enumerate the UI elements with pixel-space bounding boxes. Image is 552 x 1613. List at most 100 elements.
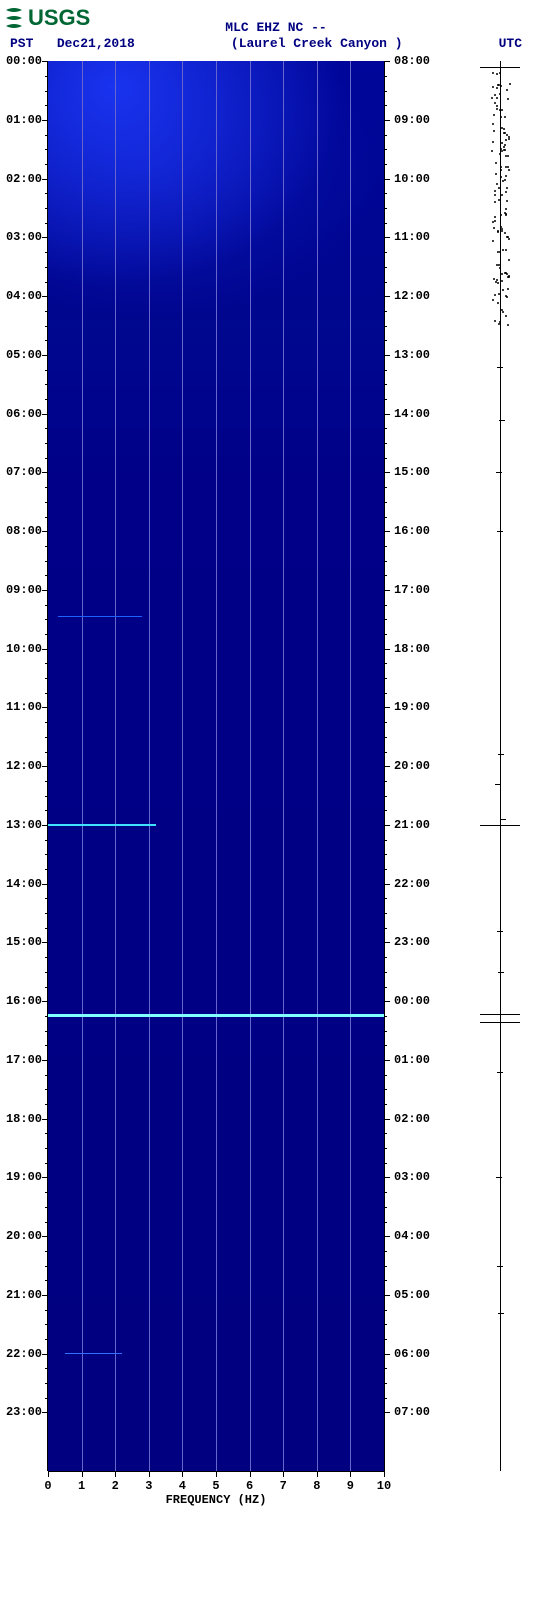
right-minor-tick <box>384 957 387 958</box>
usgs-logo-text: USGS <box>28 5 90 30</box>
left-minor-tick <box>45 193 48 194</box>
left-major-tick <box>42 414 48 415</box>
right-tick-label: 21:00 <box>394 818 430 832</box>
right-major-tick <box>384 1412 390 1413</box>
right-tick-label: 11:00 <box>394 230 430 244</box>
left-major-tick <box>42 472 48 473</box>
left-minor-tick <box>45 913 48 914</box>
x-tick <box>250 1471 251 1477</box>
left-minor-tick <box>45 605 48 606</box>
side-trace-dot <box>499 267 501 269</box>
right-minor-tick <box>384 91 387 92</box>
left-minor-tick <box>45 869 48 870</box>
right-minor-tick <box>384 502 387 503</box>
right-major-tick <box>384 1060 390 1061</box>
side-trace-dot <box>498 187 500 189</box>
x-tick-label: 5 <box>212 1479 219 1493</box>
side-trace-minor-tick <box>497 1072 503 1073</box>
right-minor-tick <box>384 561 387 562</box>
right-major-tick <box>384 414 390 415</box>
side-trace-dot <box>508 259 510 261</box>
side-trace-dot <box>509 83 511 85</box>
side-trace-dot <box>504 144 506 146</box>
side-trace-dot <box>499 251 501 253</box>
side-trace-dot <box>492 123 494 125</box>
left-major-tick <box>42 825 48 826</box>
left-minor-tick <box>45 678 48 679</box>
right-minor-tick <box>384 164 387 165</box>
left-major-tick <box>42 766 48 767</box>
side-trace-major-tick <box>480 67 520 68</box>
x-tick <box>283 1471 284 1477</box>
left-minor-tick <box>45 1016 48 1017</box>
left-minor-tick <box>45 443 48 444</box>
left-minor-tick <box>45 370 48 371</box>
side-trace-dot <box>497 282 499 284</box>
side-trace-dot <box>505 214 507 216</box>
side-trace-dot <box>507 324 509 326</box>
left-major-tick <box>42 590 48 591</box>
side-trace-dot <box>504 149 506 151</box>
right-tick-label: 01:00 <box>394 1053 430 1067</box>
right-minor-tick <box>384 1251 387 1252</box>
side-trace-dot <box>494 216 496 218</box>
left-major-tick <box>42 296 48 297</box>
side-trace-minor-tick <box>500 819 506 820</box>
left-minor-tick <box>45 752 48 753</box>
left-tick-label: 08:00 <box>6 524 42 538</box>
left-tick-label: 17:00 <box>6 1053 42 1067</box>
side-trace-dot <box>507 155 509 157</box>
side-trace-dot <box>504 179 506 181</box>
side-trace-dot <box>508 275 510 277</box>
left-minor-tick <box>45 898 48 899</box>
left-minor-tick <box>45 384 48 385</box>
side-trace-dot <box>506 200 508 202</box>
date-label: Dec21,2018 <box>57 36 135 51</box>
left-tick-label: 03:00 <box>6 230 42 244</box>
right-minor-tick <box>384 781 387 782</box>
side-trace-dot <box>491 97 493 99</box>
left-minor-tick <box>45 1089 48 1090</box>
side-trace-dot <box>502 311 504 313</box>
right-minor-tick <box>384 428 387 429</box>
right-major-tick <box>384 825 390 826</box>
right-minor-tick <box>384 399 387 400</box>
left-minor-tick <box>45 1075 48 1076</box>
side-trace-minor-tick <box>497 531 503 532</box>
left-minor-tick <box>45 1280 48 1281</box>
right-tick-label: 12:00 <box>394 289 430 303</box>
right-minor-tick <box>384 1163 387 1164</box>
right-major-tick <box>384 179 390 180</box>
left-minor-tick <box>45 311 48 312</box>
seismic-event-line <box>65 1353 122 1354</box>
right-tick-label: 08:00 <box>394 54 430 68</box>
side-trace-dot <box>492 240 494 242</box>
left-time-axis: 00:0001:0002:0003:0004:0005:0006:0007:00… <box>0 61 48 1471</box>
left-tick-label: 14:00 <box>6 877 42 891</box>
left-minor-tick <box>45 1163 48 1164</box>
right-tick-label: 07:00 <box>394 1405 430 1419</box>
left-tick-label: 12:00 <box>6 759 42 773</box>
x-tick-label: 3 <box>145 1479 152 1493</box>
vertical-gridline <box>283 61 284 1471</box>
right-minor-tick <box>384 898 387 899</box>
left-tick-label: 09:00 <box>6 583 42 597</box>
right-tick-label: 04:00 <box>394 1229 430 1243</box>
right-tick-label: 23:00 <box>394 935 430 949</box>
side-trace-dot <box>501 228 503 230</box>
x-tick <box>350 1471 351 1477</box>
seismic-event-line <box>58 616 142 617</box>
left-tick-label: 06:00 <box>6 407 42 421</box>
left-minor-tick <box>45 693 48 694</box>
left-tick-label: 00:00 <box>6 54 42 68</box>
frequency-axis: FREQUENCY (HZ) 012345678910 <box>48 1471 384 1511</box>
side-trace-dot <box>494 194 496 196</box>
right-tick-label: 15:00 <box>394 465 430 479</box>
left-tick-label: 10:00 <box>6 642 42 656</box>
right-time-axis: 08:0009:0010:0011:0012:0013:0014:0015:00… <box>384 61 444 1471</box>
left-minor-tick <box>45 722 48 723</box>
left-tick-label: 04:00 <box>6 289 42 303</box>
side-trace-dot <box>500 116 502 118</box>
right-major-tick <box>384 237 390 238</box>
right-minor-tick <box>384 76 387 77</box>
